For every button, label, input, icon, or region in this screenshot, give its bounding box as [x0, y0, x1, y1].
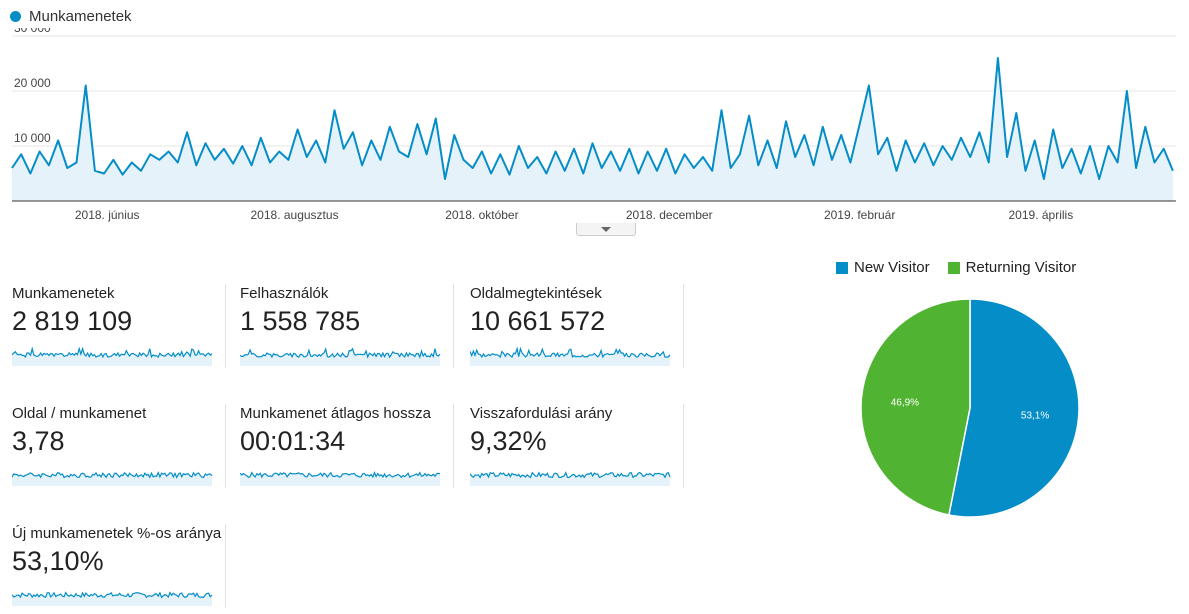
chevron-down-icon	[601, 226, 611, 232]
main-chart-legend[interactable]: Munkamenetek	[10, 8, 132, 25]
metric-label: Oldalmegtekintések	[470, 285, 602, 302]
sparkline-line	[240, 470, 441, 479]
series-dot-icon	[10, 11, 21, 22]
metric-value: 1 558 785	[240, 306, 361, 336]
visitor-type-pie-chart[interactable]: 53,1% 46,9%	[850, 288, 1090, 528]
metric-value: 10 661 572	[470, 306, 606, 336]
sessions-line-chart[interactable]: 10 000 20 000 30 000 2018. június 2018. aug…	[0, 28, 1189, 228]
legend-swatch	[836, 261, 848, 274]
tile-divider	[225, 404, 226, 488]
pie-legend: New Visitor Returning Visitor	[836, 259, 1076, 276]
tile-divider	[225, 284, 226, 368]
metric-sparkline	[12, 471, 213, 486]
sparkline-line	[470, 471, 671, 479]
metric-tile-bounce-rate[interactable]: Visszafordulási arány 9,32%	[468, 402, 684, 494]
pie-slice-new-visitor	[948, 298, 1080, 518]
y-tick-label: 30 000	[14, 28, 51, 35]
metric-label: Oldal / munkamenet	[12, 405, 147, 422]
pie-slice-label: 46,9%	[891, 398, 919, 409]
metric-label: Új munkamenetek %-os aránya	[12, 525, 222, 542]
metric-value: 3,78	[12, 426, 65, 456]
sessions-area	[12, 58, 1173, 201]
sparkline-area	[470, 472, 670, 486]
metric-value: 00:01:34	[240, 426, 346, 456]
tile-divider	[683, 404, 684, 488]
metric-tile-pageviews[interactable]: Oldalmegtekintések 10 661 572	[468, 282, 684, 374]
metric-value: 9,32%	[470, 426, 547, 456]
y-tick-label: 10 000	[14, 131, 51, 145]
sparkline-line	[470, 346, 671, 359]
tile-divider	[225, 524, 226, 608]
sparkline-area	[240, 348, 440, 366]
sparkline-line	[12, 471, 213, 479]
x-tick-label: 2019. február	[824, 208, 895, 222]
sparkline-area	[12, 472, 212, 486]
x-tick-label: 2019. április	[1009, 208, 1074, 222]
sparkline-line	[12, 346, 213, 359]
sessions-line	[11, 57, 1174, 180]
metric-sparkline	[470, 346, 671, 366]
metric-label: Munkamenet átlagos hossza	[240, 405, 431, 422]
tile-divider	[453, 404, 454, 488]
metric-value: 53,10%	[12, 546, 104, 576]
metric-label: Visszafordulási arány	[470, 405, 613, 422]
sparkline-line	[12, 591, 213, 599]
main-legend-label: Munkamenetek	[29, 8, 132, 25]
metric-tile-new-sessions-pct[interactable]: Új munkamenetek %-os aránya 53,10%	[10, 522, 226, 614]
legend-swatch	[947, 261, 960, 274]
pie-slice-label: 53,1%	[1021, 410, 1049, 421]
metric-sparkline	[240, 347, 441, 366]
metric-sparkline	[12, 591, 213, 606]
metric-value: 2 819 109	[12, 306, 133, 336]
metric-label: Munkamenetek	[12, 285, 115, 302]
metric-tile-users[interactable]: Felhasználók 1 558 785	[238, 282, 454, 374]
collapse-chart-button[interactable]	[576, 223, 636, 236]
x-axis-ticks: 2018. június 2018. augusztus 2018. október…	[75, 208, 1073, 222]
metric-sparkline	[240, 470, 441, 486]
legend-label: Returning Visitor	[965, 259, 1077, 276]
tile-divider	[453, 284, 454, 368]
metric-sparkline	[12, 346, 213, 366]
metric-tile-avg-session-duration[interactable]: Munkamenet átlagos hossza 00:01:34	[238, 402, 454, 494]
metric-label: Felhasználók	[240, 285, 329, 302]
sparkline-line	[240, 347, 441, 359]
sparkline-area	[240, 472, 440, 486]
metric-tile-pages-per-session[interactable]: Oldal / munkamenet 3,78	[10, 402, 226, 494]
tile-divider	[683, 284, 684, 368]
metric-sparkline	[470, 471, 671, 486]
x-tick-label: 2018. október	[445, 208, 518, 222]
pie-slice-returning-visitor	[860, 298, 971, 516]
legend-item-new-visitor[interactable]: New Visitor	[836, 259, 930, 276]
sparkline-area	[12, 348, 212, 366]
metric-tile-sessions[interactable]: Munkamenetek 2 819 109	[10, 282, 226, 374]
x-tick-label: 2018. augusztus	[251, 208, 339, 222]
x-tick-label: 2018. december	[626, 208, 713, 222]
y-axis-ticks: 10 000 20 000 30 000	[14, 28, 51, 145]
legend-item-returning-visitor[interactable]: Returning Visitor	[947, 259, 1077, 276]
legend-label: New Visitor	[854, 259, 930, 276]
x-tick-label: 2018. június	[75, 208, 140, 222]
y-tick-label: 20 000	[14, 76, 51, 90]
